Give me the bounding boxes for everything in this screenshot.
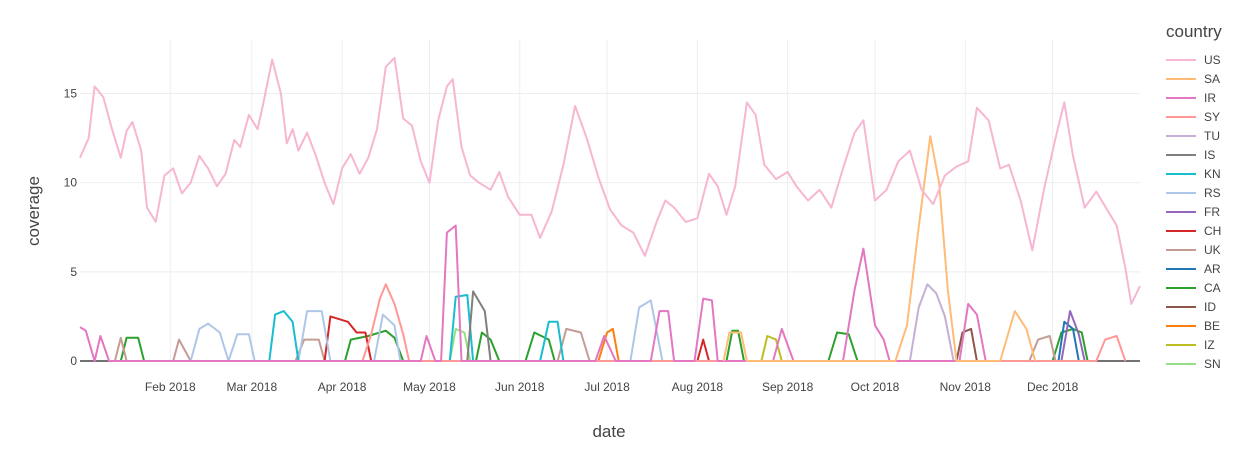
legend-item-rs[interactable]: RS [1160,183,1254,202]
x-tick-label: Dec 2018 [1027,380,1079,394]
legend-swatch [1166,58,1196,61]
legend-item-ar[interactable]: AR [1160,259,1254,278]
legend-item-sn[interactable]: SN [1160,354,1254,373]
legend-label: IS [1204,147,1216,162]
legend-swatch [1166,77,1196,80]
legend-swatch [1166,248,1196,251]
legend-swatch [1166,324,1196,327]
series-line-ch [323,315,710,362]
y-axis-ticks: 0 5 10 15 [64,87,78,369]
legend-swatch [1166,153,1196,156]
x-tick-label: Mar 2018 [226,380,277,394]
series-line-iz [760,335,783,362]
series-line-rs [189,299,664,362]
legend-item-ca[interactable]: CA [1160,278,1254,297]
legend-swatch [1166,305,1196,308]
legend-item-us[interactable]: US [1160,50,1254,69]
legend-item-sa[interactable]: SA [1160,69,1254,88]
x-tick-label: Oct 2018 [851,380,900,394]
legend-swatch [1166,115,1196,118]
legend-item-ir[interactable]: IR [1160,88,1254,107]
legend-swatch [1166,172,1196,175]
series-line-is [466,290,492,362]
y-tick-label: 5 [70,265,77,279]
legend-label: CH [1204,223,1222,238]
legend-item-be[interactable]: BE [1160,316,1254,335]
y-tick-label: 15 [64,87,78,101]
legend-swatch [1166,134,1196,137]
legend-swatch [1166,343,1196,346]
grid-lines [80,40,1140,362]
legend-item-is[interactable]: IS [1160,145,1254,164]
y-axis-title: coverage [24,176,43,246]
legend-swatch [1166,362,1196,365]
legend-label: ID [1204,299,1216,314]
legend-item-kn[interactable]: KN [1160,164,1254,183]
series-line-id [955,327,978,362]
legend-item-iz[interactable]: IZ [1160,335,1254,354]
series-line-fr [1060,310,1086,362]
legend: country US SA IR SY TU IS KN RS FR CH UK AR CA ID BE IZ… [1160,18,1254,380]
legend-item-id[interactable]: ID [1160,297,1254,316]
x-tick-label: Jun 2018 [495,380,545,394]
legend-swatch [1166,210,1196,213]
series-line-sa [722,135,1037,362]
legend-title: country [1166,22,1222,41]
legend-label: FR [1204,204,1220,219]
legend-label: US [1204,52,1221,67]
legend-label: BE [1204,318,1221,333]
series-line-ir [79,224,987,362]
x-tick-label: Nov 2018 [940,380,992,394]
legend-label: KN [1204,166,1221,181]
y-tick-label: 10 [64,176,78,190]
y-tick-label: 0 [70,354,77,368]
legend-label: IR [1204,90,1216,105]
legend-label: RS [1204,185,1221,200]
legend-item-ch[interactable]: CH [1160,221,1254,240]
series-lines [79,56,1141,362]
series-line-us [79,56,1141,305]
legend-label: SN [1204,356,1221,371]
x-tick-label: Apr 2018 [318,380,367,394]
legend-label: AR [1204,261,1221,276]
legend-item-tu[interactable]: TU [1160,126,1254,145]
legend-swatch [1166,286,1196,289]
legend-swatch [1166,191,1196,194]
legend-label: TU [1204,128,1220,143]
series-line-kn [268,294,565,362]
legend-swatch [1166,229,1196,232]
series-line-tu [908,283,955,362]
x-tick-label: Aug 2018 [672,380,724,394]
legend-item-fr[interactable]: FR [1160,202,1254,221]
x-tick-label: Jul 2018 [584,380,630,394]
x-tick-label: Feb 2018 [145,380,196,394]
series-line-be [597,327,620,362]
x-tick-label: May 2018 [403,380,456,394]
legend-label: UK [1204,242,1221,257]
legend-items: US SA IR SY TU IS KN RS FR CH UK AR CA ID BE IZ SN [1160,50,1254,373]
legend-item-sy[interactable]: SY [1160,107,1254,126]
legend-label: SA [1204,71,1221,86]
legend-swatch [1166,96,1196,99]
legend-item-uk[interactable]: UK [1160,240,1254,259]
series-line-sy [361,283,1127,362]
x-tick-label: Sep 2018 [762,380,814,394]
series-line-ar [1057,320,1080,362]
legend-label: SY [1204,109,1221,124]
legend-label: CA [1204,280,1221,295]
x-axis-title: date [592,422,625,441]
x-axis-ticks: Feb 2018 Mar 2018 Apr 2018 May 2018 Jun 2018… [145,380,1079,394]
legend-swatch [1166,267,1196,270]
legend-label: IZ [1204,337,1215,352]
